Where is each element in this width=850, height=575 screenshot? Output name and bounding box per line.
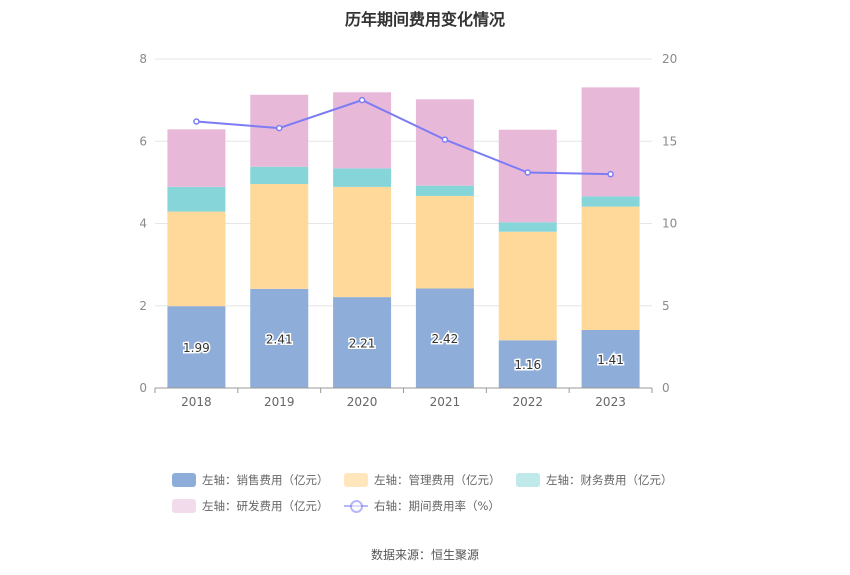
y-right-tick-label: 20: [662, 52, 677, 66]
chart-title: 历年期间费用变化情况: [344, 10, 505, 29]
bar-segment: [581, 196, 640, 207]
bar-segment: [415, 288, 474, 388]
x-tick-label: 2022: [512, 395, 543, 409]
bar-segment: [498, 129, 557, 223]
x-tick-label: 2021: [430, 395, 461, 409]
legend-swatch-admin: [344, 473, 368, 487]
bar-segment: [167, 306, 226, 388]
bar-segment: [333, 92, 392, 169]
bar-value-label: 2.21: [349, 337, 376, 351]
bar-segment: [167, 186, 226, 212]
legend-swatch-finance: [516, 473, 540, 487]
bar-segment: [581, 87, 640, 197]
bar-segment: [581, 330, 640, 388]
legend-swatch-rd: [172, 499, 196, 513]
x-tick-label: 2018: [181, 395, 212, 409]
source-note: 数据来源：恒生聚源: [370, 548, 479, 562]
bar-segment: [250, 184, 309, 289]
y-left-tick-label: 8: [139, 52, 147, 66]
rate-point: [193, 118, 200, 125]
bar-segment: [333, 168, 392, 187]
bar-value-label: 1.16: [514, 358, 541, 372]
bar-segment: [498, 231, 557, 341]
y-right-tick-label: 5: [662, 299, 670, 313]
y-right-tick-label: 15: [662, 134, 677, 148]
y-left-tick-label: 6: [139, 134, 147, 148]
grid-lines: [155, 58, 652, 307]
bar-segment: [167, 211, 226, 307]
legend-label-rate: 右轴：期间费用率（%）: [374, 499, 500, 513]
bar-segment: [250, 288, 309, 388]
bar-segment: [498, 222, 557, 232]
line-circle-icon: [344, 499, 368, 513]
y-left-tick-label: 4: [139, 217, 147, 231]
bar-value-label: 1.41: [597, 353, 624, 367]
bar-segment: [415, 185, 474, 196]
legend-item-finance[interactable]: 左轴：财务费用（亿元）: [516, 472, 673, 488]
bar-layer: 1.99 2.41 2.21 2.42 1.16 1.41: [167, 87, 640, 388]
x-tick-label: 2023: [595, 395, 626, 409]
y-right-tick-label: 0: [662, 381, 670, 395]
rate-point: [441, 136, 449, 143]
bar-value-label: 2.41: [266, 332, 293, 346]
legend-item-admin[interactable]: 左轴：管理费用（亿元）: [344, 472, 501, 488]
bar-segment: [415, 195, 474, 289]
legend-item-rate[interactable]: 右轴：期间费用率（%）: [344, 498, 500, 514]
legend-label-sales: 左轴：销售费用（亿元）: [202, 473, 329, 487]
bar-segment: [333, 186, 392, 298]
y-left-tick-label: 2: [139, 299, 147, 313]
rate-point: [358, 96, 366, 104]
axes: 0 2 4 6 8 0 5 10 15 20 2018 2019 2020 2021 2022 2023: [139, 52, 677, 409]
x-tick-label: 2020: [347, 395, 378, 409]
bar-segment: [498, 340, 557, 388]
bar-segment: [581, 206, 640, 331]
legend-label-rd: 左轴：研发费用（亿元）: [202, 499, 329, 513]
rate-line: [196, 99, 611, 176]
bar-segment: [167, 129, 226, 187]
legend-item-rd[interactable]: 左轴：研发费用（亿元）: [172, 498, 329, 514]
rate-point: [607, 170, 614, 178]
bar-segment: [333, 297, 392, 388]
rate-point: [524, 169, 531, 176]
rate-point: [276, 124, 283, 132]
bar-segment: [250, 166, 309, 185]
legend-label-admin: 左轴：管理费用（亿元）: [374, 473, 501, 487]
rate-line-layer: [193, 96, 614, 178]
y-left-tick-label: 0: [139, 381, 147, 395]
bar-value-label: 1.99: [183, 341, 210, 355]
y-right-tick-label: 10: [662, 217, 677, 231]
legend-label-finance: 左轴：财务费用（亿元）: [546, 473, 673, 487]
bar-value-label: 2.42: [432, 332, 459, 346]
legend-item-sales[interactable]: 左轴：销售费用（亿元）: [172, 472, 329, 488]
legend-swatch-sales: [172, 473, 196, 487]
x-tick-label: 2019: [264, 395, 295, 409]
